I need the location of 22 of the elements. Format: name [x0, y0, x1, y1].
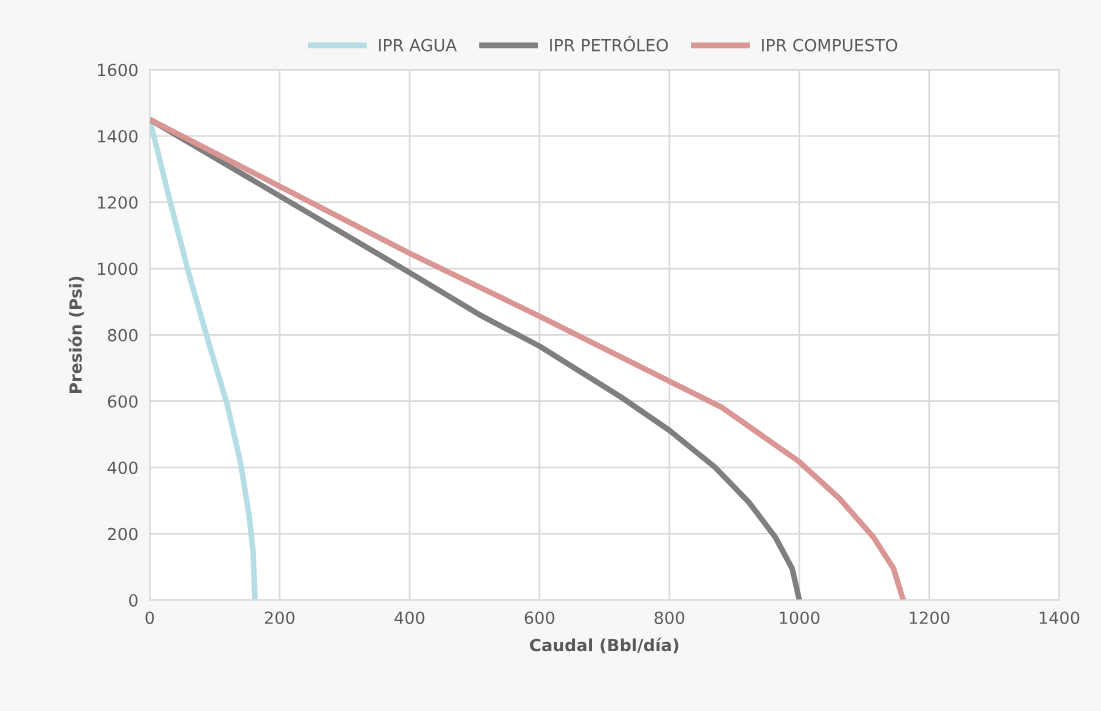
legend-label: IPR PETRÓLEO: [550, 35, 668, 52]
legend-label: IPR AGUA: [379, 38, 457, 52]
x-tick-label: 400: [394, 611, 425, 625]
y-tick-label: 200: [108, 527, 138, 541]
y-tick-label: 1400: [98, 129, 138, 143]
x-tick-label: 1400: [1039, 611, 1080, 625]
x-axis-title: Caudal (Bbl/día): [529, 637, 679, 654]
y-axis-title: Presión (Psi): [68, 276, 84, 393]
legend-label: IPR COMPUESTO: [762, 38, 898, 52]
y-tick-label: 0: [129, 594, 138, 607]
x-tick-label: 800: [654, 611, 685, 625]
x-tick-label: 1200: [909, 611, 950, 625]
x-tick-label: 1000: [779, 611, 820, 625]
y-tick-label: 1200: [98, 196, 138, 209]
y-tick-label: 600: [107, 395, 138, 408]
y-tick-label: 1000: [98, 262, 138, 276]
y-tick-label: 400: [107, 461, 138, 475]
x-tick-label: 0: [145, 611, 154, 625]
x-tick-label: 200: [264, 611, 295, 625]
y-tick-label: 800: [107, 328, 138, 342]
y-tick-label: 1600: [98, 63, 138, 77]
x-tick-label: 600: [524, 611, 555, 625]
